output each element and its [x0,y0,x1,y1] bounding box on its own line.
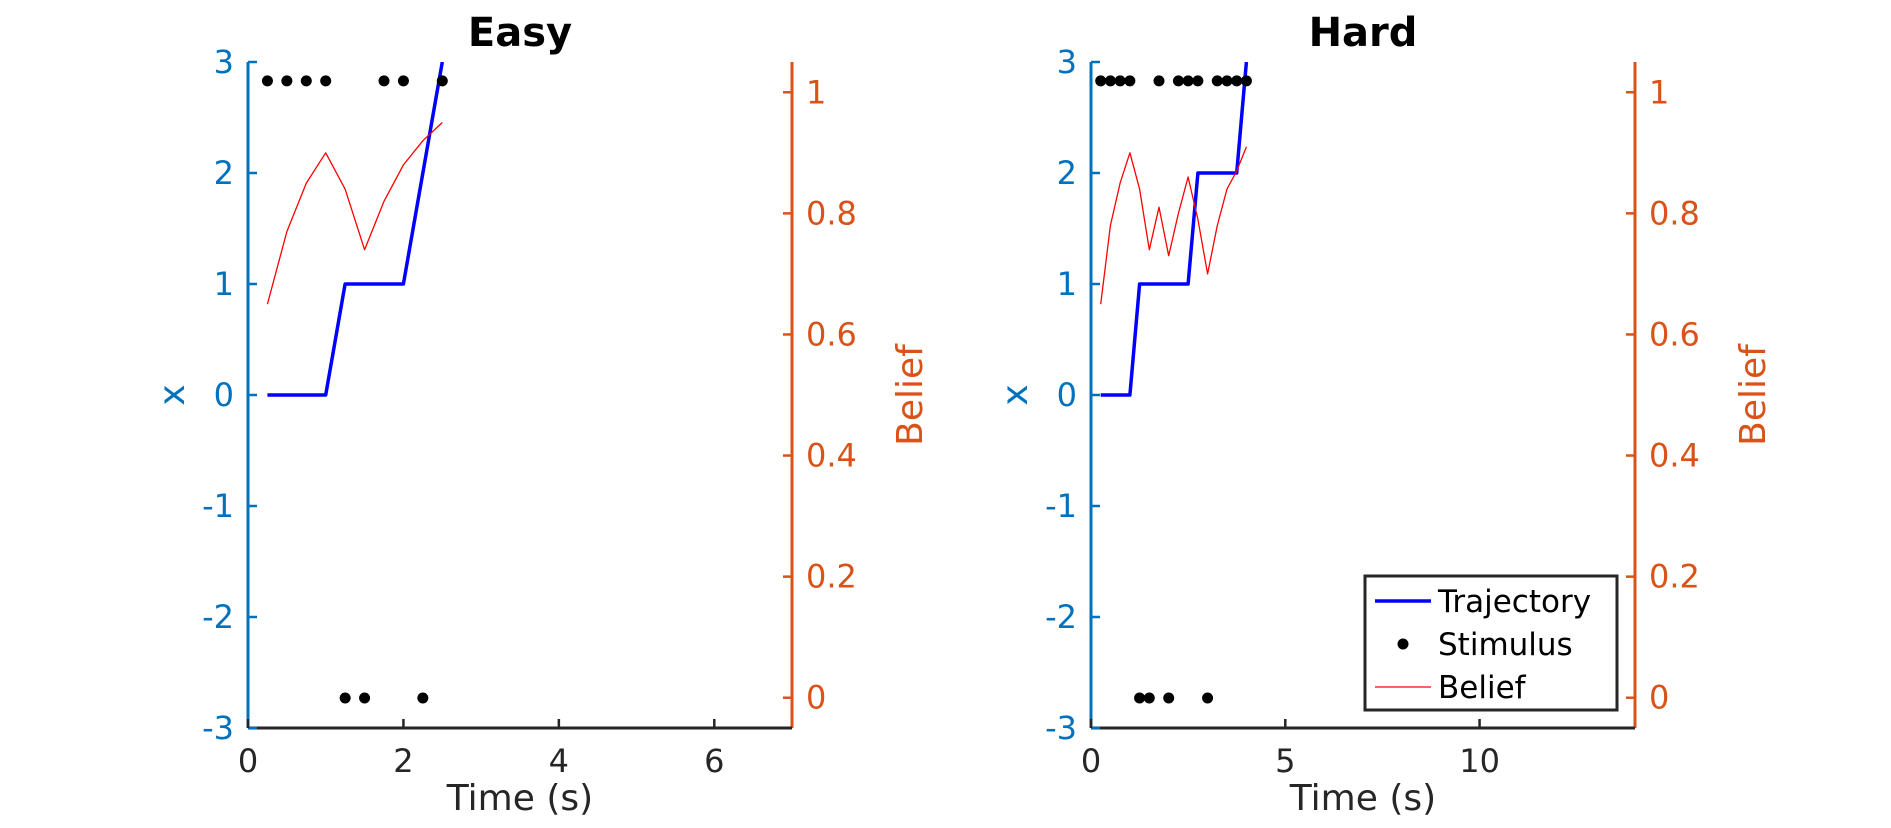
stimulus-point [378,75,390,87]
stimulus-point [397,75,409,87]
x-tick-label: 2 [393,742,413,780]
right-y-tick-label: 0.6 [806,315,857,353]
left-y-tick-label: -3 [202,709,234,747]
stimulus-point [436,75,448,87]
chart-title: Hard [1309,10,1418,56]
chart-title: Easy [468,10,572,56]
left-y-tick-label: 1 [1057,265,1077,303]
right-y-tick-label: 0.4 [806,437,857,475]
left-y-tick-label: 2 [214,154,234,192]
left-y-axis-label: x [152,384,193,405]
stimulus-point [417,692,429,704]
stimulus-point [1153,75,1165,87]
stimulus-point [359,692,371,704]
legend: Trajectory Stimulus Belief [1363,574,1619,712]
x-tick-label: 10 [1459,742,1500,780]
belief-line [1100,146,1248,305]
left-y-tick-label: 0 [214,376,234,414]
x-tick-label: 0 [1081,742,1101,780]
stimulus-point [1163,692,1175,704]
stimulus-point [1095,75,1107,87]
right-y-tick-label: 1 [806,73,826,111]
right-y-tick-label: 0.6 [1649,315,1700,353]
trajectory-line [1100,62,1249,397]
right-y-tick-label: 0.8 [1649,194,1700,232]
stimulus-point [339,692,351,704]
stimulus-point [1114,75,1126,87]
left-y-tick-label: -3 [1045,709,1077,747]
stimulus-point [1231,75,1243,87]
stimulus-point [1104,75,1116,87]
right-y-axis-label: Belief [890,343,931,446]
legend-entry: Belief [1438,670,1527,706]
left-y-tick-label: 3 [214,43,234,81]
stimulus-point [320,75,332,87]
x-tick-label: 0 [238,742,258,780]
stimulus-point [1211,75,1223,87]
left-y-tick-label: 3 [1057,43,1077,81]
stimulus-point [1124,75,1136,87]
right-y-tick-label: 0.2 [806,558,857,596]
right-y-tick-label: 0.4 [1649,437,1700,475]
left-y-tick-label: -2 [202,598,234,636]
stimulus-point [281,75,293,87]
left-y-tick-label: -1 [1045,487,1077,525]
belief-line [266,122,443,305]
right-y-axis-label: Belief [1733,343,1774,446]
stimulus-point [1240,75,1252,87]
left-y-axis-label: x [995,384,1036,405]
stimulus-point [261,75,273,87]
x-axis-label: Time (s) [446,778,593,819]
x-tick-label: 4 [549,742,569,780]
legend-stimulus-swatch [1397,638,1409,650]
chart-easy: -3 -2 -1 0 1 2 3 0 0.2 0.4 0.6 0.8 1 0 2 4 6 Easy Time (s)… [152,10,931,819]
stimulus-point [300,75,312,87]
x-tick-label: 5 [1275,742,1295,780]
stimulus-point [1202,692,1214,704]
right-y-tick-label: 0 [1649,679,1669,717]
x-axis-label: Time (s) [1289,778,1436,819]
legend-entry: Trajectory [1437,584,1591,620]
right-y-tick-label: 1 [1649,73,1669,111]
right-y-tick-label: 0.2 [1649,558,1700,596]
right-y-tick-label: 0 [806,679,826,717]
stimulus-point [1221,75,1233,87]
legend-entry: Stimulus [1438,627,1573,663]
x-tick-label: 6 [704,742,724,780]
right-y-tick-label: 0.8 [806,194,857,232]
stimulus-point [1192,75,1204,87]
left-y-tick-label: -2 [1045,598,1077,636]
stimulus-point [1172,75,1184,87]
stimulus-point [1134,692,1146,704]
left-y-tick-label: -1 [202,487,234,525]
trajectory-line [267,62,445,397]
left-y-tick-label: 1 [214,265,234,303]
stimulus-point [1143,692,1155,704]
left-y-tick-label: 2 [1057,154,1077,192]
left-y-tick-label: 0 [1057,376,1077,414]
stimulus-point [1182,75,1194,87]
